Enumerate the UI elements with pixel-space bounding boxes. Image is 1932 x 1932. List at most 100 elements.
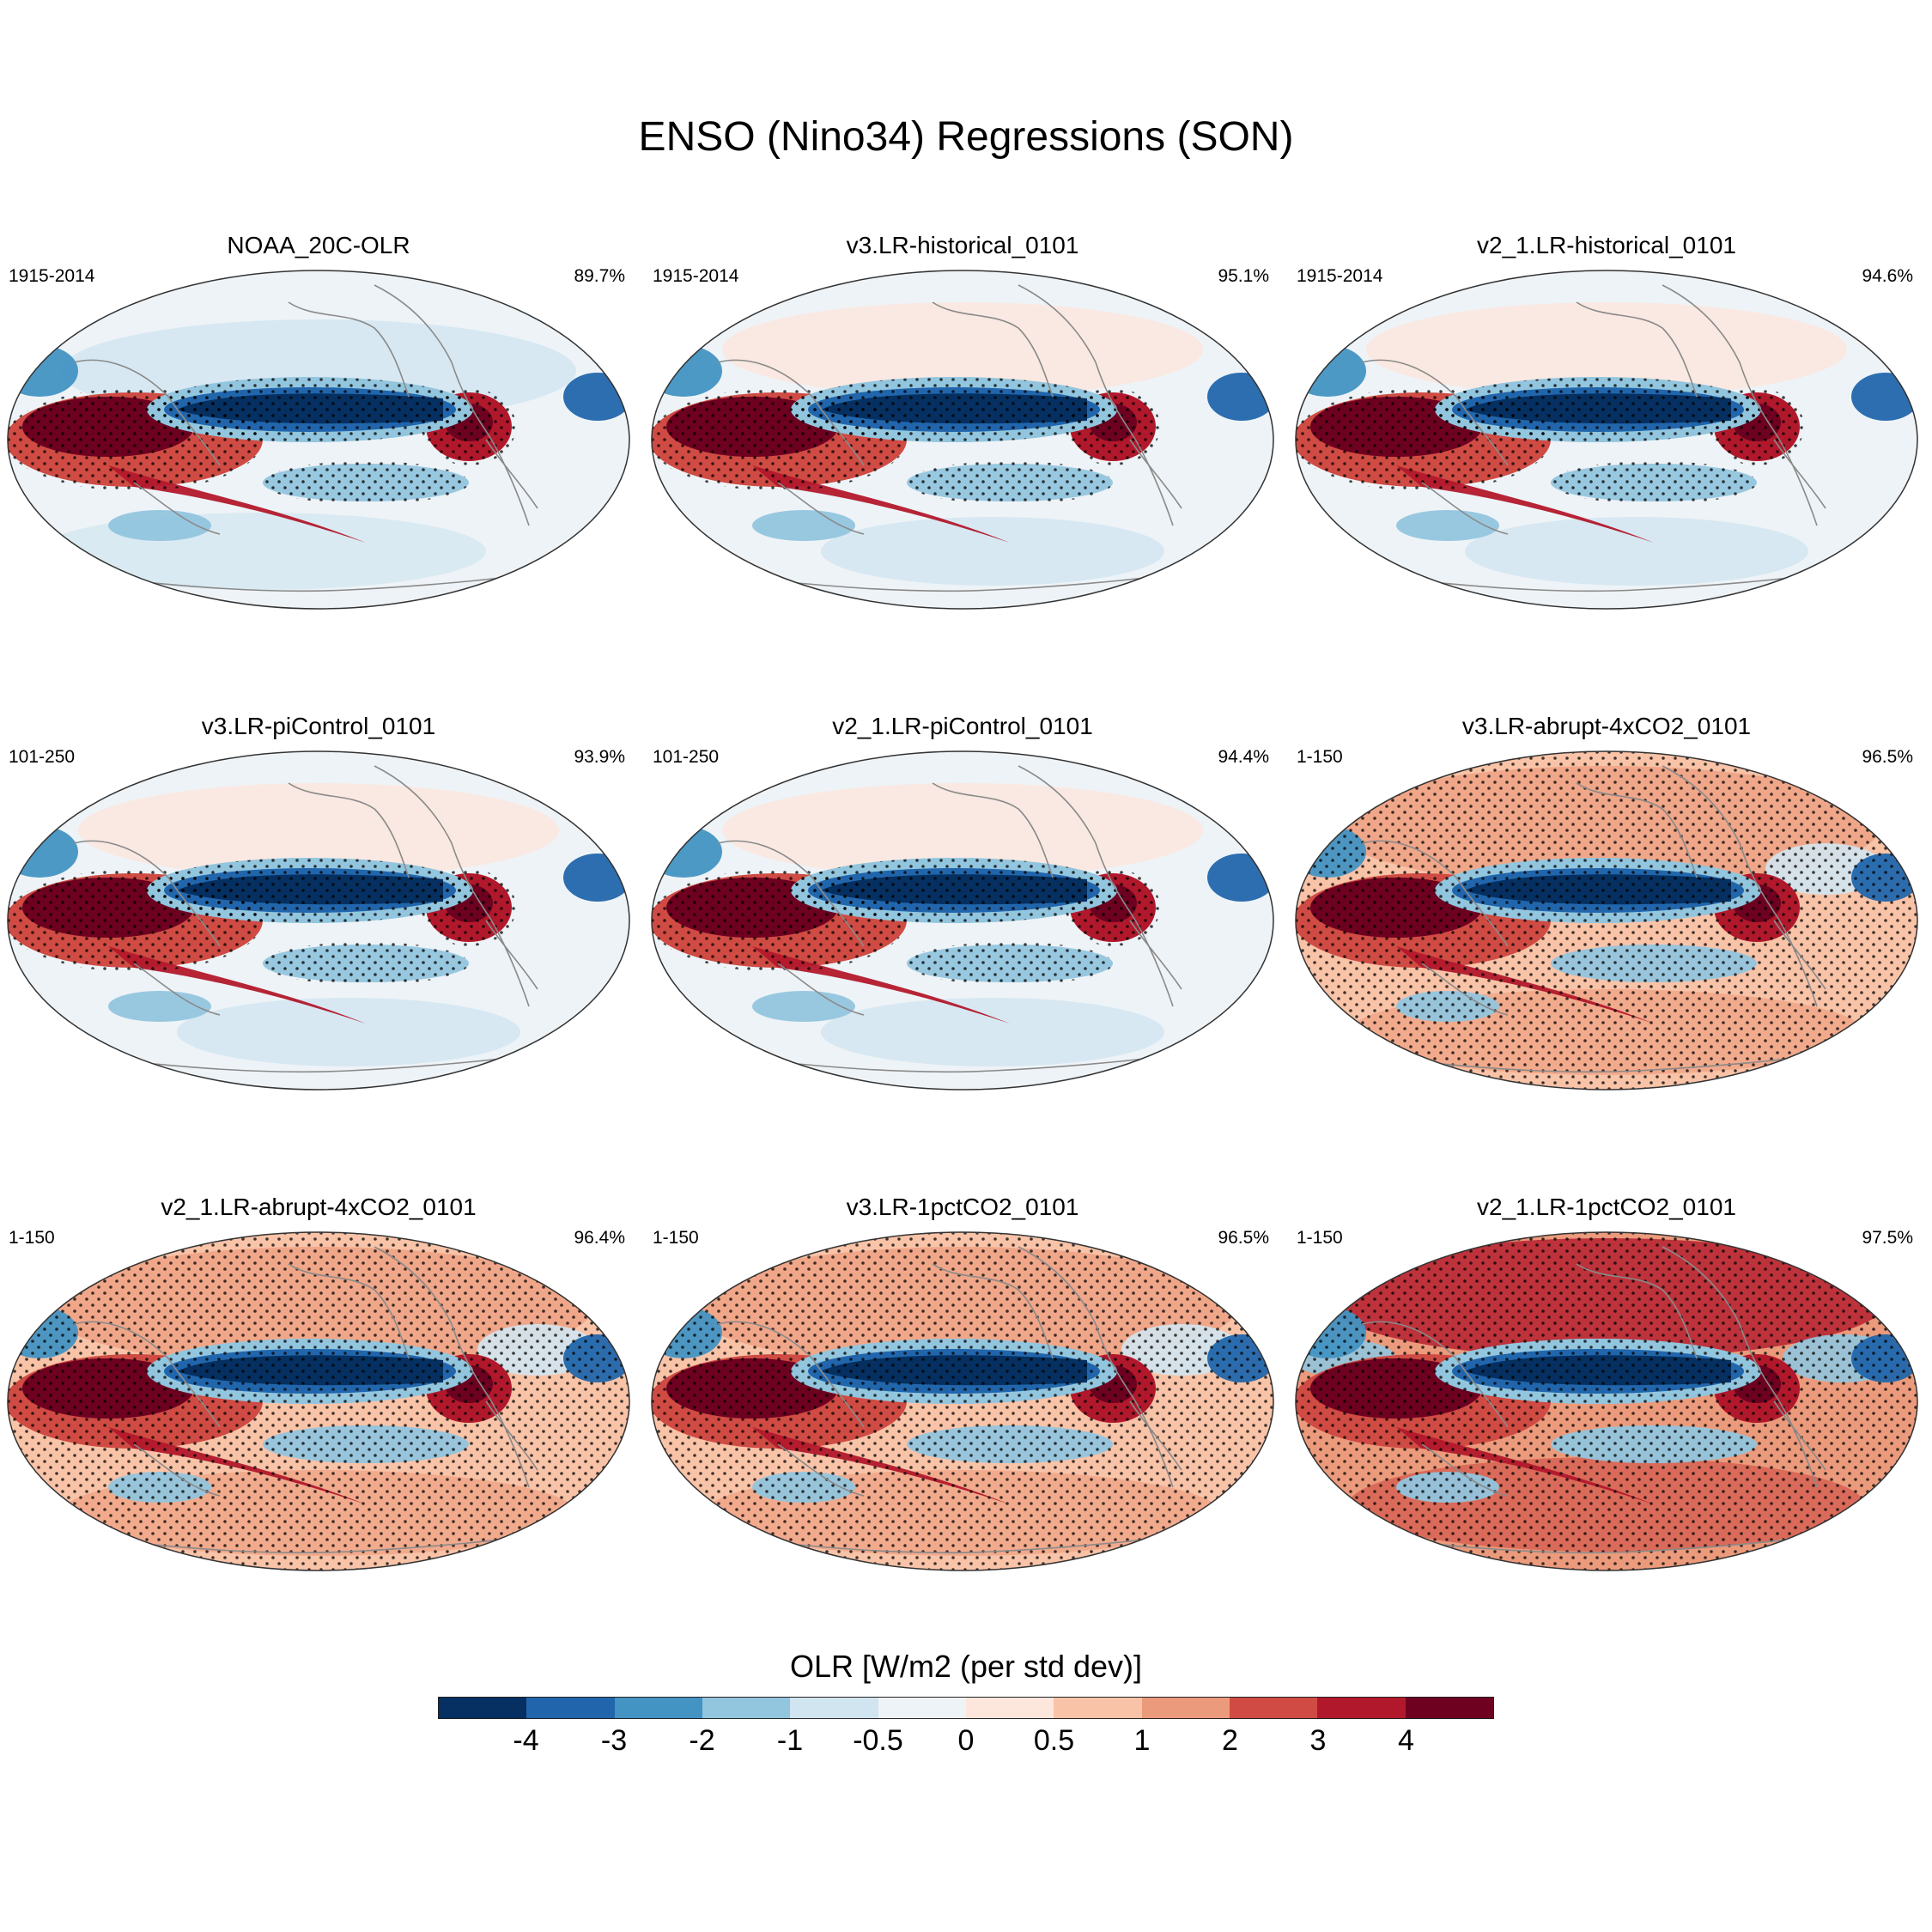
olr-anomaly-region xyxy=(78,783,559,878)
olr-anomaly-region xyxy=(1396,510,1499,541)
map-projection xyxy=(1295,1231,1918,1571)
panel-percent-label: 97.5% xyxy=(1862,1228,1913,1248)
map-projection xyxy=(7,750,630,1091)
map-panel: NOAA_20C-OLR 1915-2014 89.7% xyxy=(0,232,637,610)
coastline xyxy=(777,1443,865,1497)
panel-percent-label: 94.6% xyxy=(1862,266,1913,286)
map-panel: v2_1.LR-1pctCO2_0101 1-150 97.5% xyxy=(1288,1194,1925,1571)
olr-anomaly-region xyxy=(1465,517,1808,586)
coastline xyxy=(73,1321,221,1428)
map-panel: v3.LR-historical_0101 1915-2014 95.1% xyxy=(644,232,1281,610)
coastline xyxy=(1576,1263,1698,1359)
map-panel: v3.LR-piControl_0101 101-250 93.9% xyxy=(0,713,637,1091)
map-border xyxy=(7,1231,630,1571)
colorbar-swatch xyxy=(1405,1698,1493,1718)
significance-stipple xyxy=(1066,388,1160,465)
coastline xyxy=(932,782,1054,878)
olr-anomaly-region xyxy=(108,991,211,1022)
olr-anomaly-region xyxy=(821,998,1164,1066)
colorbar-tick-label: 4 xyxy=(1398,1724,1414,1757)
coastline xyxy=(777,482,865,535)
colorbar-swatch xyxy=(526,1698,615,1718)
olr-anomaly-region xyxy=(752,991,855,1022)
significance-stipple xyxy=(422,388,516,465)
map-border xyxy=(651,270,1274,610)
significance-stipple xyxy=(791,858,1117,923)
coastline xyxy=(485,920,538,990)
coastline xyxy=(374,765,530,1007)
coastline xyxy=(1361,840,1509,947)
significance-stipple xyxy=(907,461,1113,504)
coastline xyxy=(1421,1443,1509,1497)
coastline xyxy=(932,301,1054,398)
olr-anomaly-region xyxy=(108,510,211,541)
significance-stipple xyxy=(1296,751,1917,1090)
panel-period-label: 1-150 xyxy=(1297,747,1343,767)
coastline xyxy=(1576,301,1698,398)
colorbar-tick-label: -0.5 xyxy=(853,1724,903,1757)
colorbar-swatch xyxy=(1054,1698,1142,1718)
map-border xyxy=(1295,750,1918,1091)
panel-percent-label: 96.4% xyxy=(574,1228,625,1248)
panel-title: v3.LR-piControl_0101 xyxy=(201,713,436,739)
coastline xyxy=(777,963,865,1016)
coastline xyxy=(1773,1400,1826,1471)
significance-stipple xyxy=(1066,869,1160,946)
olr-anomaly-region xyxy=(39,513,486,590)
coastline xyxy=(133,1443,221,1497)
olr-anomaly-region xyxy=(1207,854,1273,902)
coastline xyxy=(288,301,410,398)
colorbar-swatch xyxy=(965,1698,1054,1718)
coastline xyxy=(133,963,221,1016)
colorbar-swatch xyxy=(614,1698,702,1718)
map-border xyxy=(7,750,630,1091)
coastline xyxy=(1018,284,1174,526)
panel-title: v2_1.LR-piControl_0101 xyxy=(832,713,1093,739)
olr-anomaly-region xyxy=(1851,373,1917,421)
coastline xyxy=(932,1263,1054,1359)
olr-anomaly-region xyxy=(563,854,629,902)
coastline xyxy=(133,482,221,535)
map-projection xyxy=(7,270,630,610)
colorbar-swatch xyxy=(702,1698,791,1718)
colorbar-tick-label: -3 xyxy=(600,1724,628,1757)
coastline xyxy=(1576,782,1698,878)
panel-period-label: 101-250 xyxy=(9,747,76,767)
coastline xyxy=(1361,359,1509,466)
coastline xyxy=(1129,920,1182,990)
panel-percent-label: 96.5% xyxy=(1862,747,1913,767)
significance-stipple xyxy=(422,869,516,946)
coastline xyxy=(1129,1400,1182,1471)
olr-anomaly-region xyxy=(722,302,1203,397)
colorbar-swatch xyxy=(439,1698,527,1718)
significance-stipple xyxy=(1435,377,1761,442)
colorbar-title: OLR [W/m2 (per std dev)] xyxy=(789,1649,1143,1684)
map-projection xyxy=(7,1231,630,1571)
map-projection xyxy=(651,750,1274,1091)
map-projection xyxy=(1295,750,1918,1091)
coastline xyxy=(1421,482,1509,535)
coastline xyxy=(374,1246,530,1488)
significance-stipple xyxy=(8,1232,629,1571)
coastline xyxy=(288,782,410,878)
significance-stipple xyxy=(907,942,1113,985)
panel-percent-label: 95.1% xyxy=(1218,266,1269,286)
colorbar-swatch xyxy=(1229,1698,1318,1718)
map-border xyxy=(651,750,1274,1091)
olr-anomaly-region xyxy=(1366,302,1847,397)
coastline xyxy=(717,1321,865,1428)
map-panel: v3.LR-abrupt-4xCO2_0101 1-150 96.5% xyxy=(1288,713,1925,1091)
colorbar-tick-label: -1 xyxy=(776,1724,804,1757)
panel-title: v3.LR-historical_0101 xyxy=(846,232,1079,258)
colorbar-swatch xyxy=(878,1698,966,1718)
panel-period-label: 1915-2014 xyxy=(653,266,739,286)
map-panel: v2_1.LR-piControl_0101 101-250 94.4% xyxy=(644,713,1281,1091)
coastline xyxy=(1773,920,1826,990)
coastline xyxy=(1018,765,1174,1007)
panel-period-label: 1915-2014 xyxy=(1297,266,1383,286)
panel-period-label: 101-250 xyxy=(653,747,720,767)
panel-percent-label: 94.4% xyxy=(1218,747,1269,767)
panel-title: v3.LR-abrupt-4xCO2_0101 xyxy=(1461,713,1752,739)
significance-stipple xyxy=(147,858,473,923)
significance-stipple xyxy=(1296,1232,1917,1571)
